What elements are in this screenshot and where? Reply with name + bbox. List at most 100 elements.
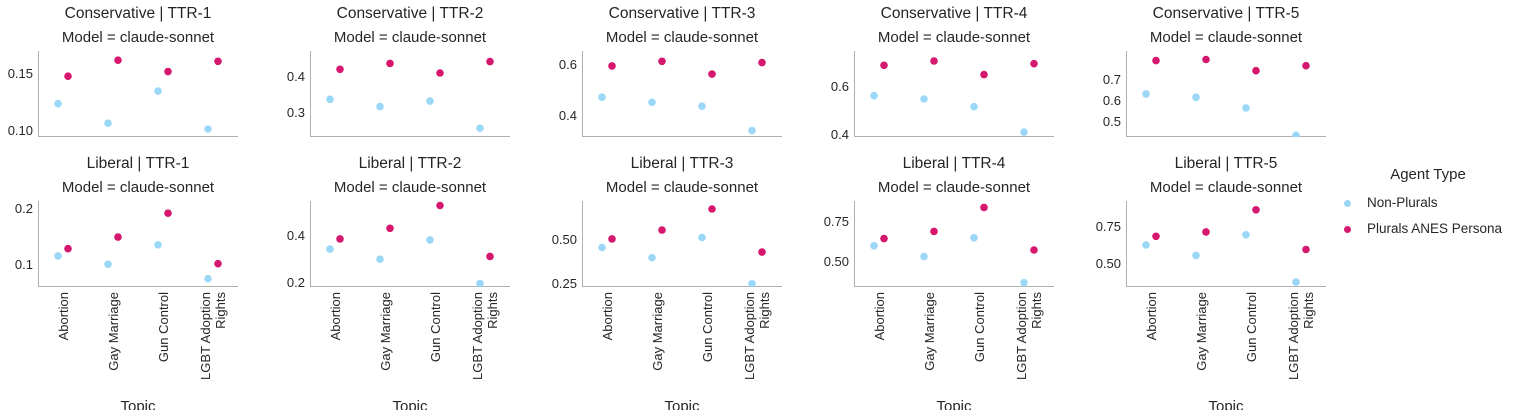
point-non-plurals [1292,278,1300,286]
x-tick-label: Gun Control [155,292,171,363]
axis-spines [582,51,782,137]
point-plurals-anes-persona [386,224,394,233]
y-tick-label: 0.15 [7,65,33,81]
y-tick-label: 0.6 [1102,92,1121,108]
scatter-canvas [38,51,238,137]
point-plurals-anes-persona [214,57,222,66]
point-non-plurals [54,99,62,108]
axis-spines [854,201,1054,287]
plot-subtitle: Model = claude-sonnet [1149,29,1303,46]
y-tick-label: 0.4 [830,126,849,142]
point-plurals-anes-persona [1152,56,1160,65]
legend: Agent Type Non-Plurals Plurals ANES Pers… [1342,164,1514,246]
x-tick-label: Gun Control [971,292,987,363]
point-non-plurals [54,252,62,260]
x-tick-label: Abortion [55,292,71,341]
x-axis-tick-labels: Abortion Gay Marriage Gun Control LGBT Adop… [816,292,1088,394]
plot-title: Conservative | TTR-1 [64,5,212,22]
point-non-plurals [1292,131,1300,137]
point-plurals-anes-persona [486,252,494,261]
point-plurals-anes-persona [386,59,394,68]
point-plurals-anes-persona [164,67,172,76]
point-plurals-anes-persona [214,259,222,268]
point-plurals-anes-persona [930,227,938,236]
point-plurals-anes-persona [1302,245,1310,254]
plot-subtitle: Model = claude-sonnet [877,29,1031,46]
x-tick-label: LGBT Adoption Rights [470,292,500,380]
axis-spines [582,201,782,287]
point-non-plurals [870,242,878,250]
x-tick-label: LGBT Adoption Rights [1286,292,1316,380]
plot-subtitle: Model = claude-sonnet [605,179,759,196]
point-plurals-anes-persona [1030,246,1038,254]
point-plurals-anes-persona [980,203,988,212]
y-tick-label: 0.2 [286,275,305,291]
point-non-plurals [970,234,978,242]
point-non-plurals [104,260,112,269]
point-plurals-anes-persona [1152,232,1160,241]
subplot-liberal-ttr-4: Liberal | TTR-4 Model = claude-sonnet 0.… [816,152,1088,410]
x-tick-label: Abortion [1143,292,1159,341]
point-non-plurals [870,91,878,100]
x-axis-title: Topic [1208,398,1244,410]
point-non-plurals [920,95,928,103]
plot-area: 0.6 0.4 [544,51,816,139]
legend-title: Agent Type [1390,166,1466,183]
y-tick-label: 0.75 [823,213,849,229]
y-tick-label: 0.2 [14,201,33,217]
x-tick-label: Gay Marriage [377,292,393,371]
plot-area: 0.6 0.4 [816,51,1088,142]
plot-area: 0.50 0.25 [544,201,816,291]
y-tick-label: 0.5 [1102,114,1121,130]
y-tick-label: 0.4 [286,228,305,244]
point-non-plurals [748,280,756,287]
point-plurals-anes-persona [1202,228,1210,236]
x-tick-label: Gay Marriage [649,292,665,371]
scatter-canvas [582,51,782,137]
point-non-plurals [1020,128,1028,136]
axis-spines [38,51,238,137]
y-tick-label: 0.50 [551,232,577,247]
point-non-plurals [698,233,706,242]
point-non-plurals [1242,231,1250,239]
point-plurals-anes-persona [64,244,72,253]
point-non-plurals [598,243,606,252]
point-plurals-anes-persona [486,57,494,66]
point-non-plurals [154,87,162,95]
y-tick-label: 0.7 [1102,71,1121,87]
x-tick-label: Gay Marriage [1193,292,1209,371]
subplot-conservative-ttr-3: Conservative | TTR-3 Model = claude-sonn… [544,2,816,139]
axis-spines [1126,201,1326,287]
point-non-plurals [1192,251,1200,260]
point-plurals-anes-persona [436,69,444,77]
x-axis-title: Topic [120,398,156,410]
point-non-plurals [1192,93,1200,102]
point-non-plurals [970,102,978,111]
point-non-plurals [748,126,756,135]
point-plurals-anes-persona [436,201,444,210]
point-non-plurals [426,97,434,105]
point-plurals-anes-persona [1302,61,1310,70]
point-non-plurals [104,119,112,127]
point-non-plurals [648,253,656,262]
plot-area: 0.2 0.1 [0,201,272,289]
point-non-plurals [326,245,334,253]
plot-title: Conservative | TTR-3 [608,5,756,22]
subplot-conservative-ttr-1: Conservative | TTR-1 Model = claude-sonn… [0,2,272,139]
legend-item-label: Plurals ANES Persona [1367,221,1503,236]
y-tick-label: 0.4 [558,108,577,124]
point-non-plurals [376,255,384,263]
point-plurals-anes-persona [708,205,716,213]
x-tick-label: LGBT Adoption Rights [1014,292,1044,380]
point-plurals-anes-persona [880,61,888,70]
x-axis-tick-labels: Abortion Gay Marriage Gun Control LGBT Adop… [544,292,816,394]
plot-area: 0.4 0.3 [272,51,544,139]
point-plurals-anes-persona [114,233,122,241]
scatter-canvas [1126,51,1326,137]
plot-subtitle: Model = claude-sonnet [605,29,759,46]
plot-title: Conservative | TTR-4 [880,5,1028,22]
plot-area: 0.4 0.2 [272,201,544,291]
point-non-plurals [698,102,706,110]
subplot-conservative-ttr-2: Conservative | TTR-2 Model = claude-sonn… [272,2,544,139]
y-tick-label: 0.50 [823,253,849,269]
